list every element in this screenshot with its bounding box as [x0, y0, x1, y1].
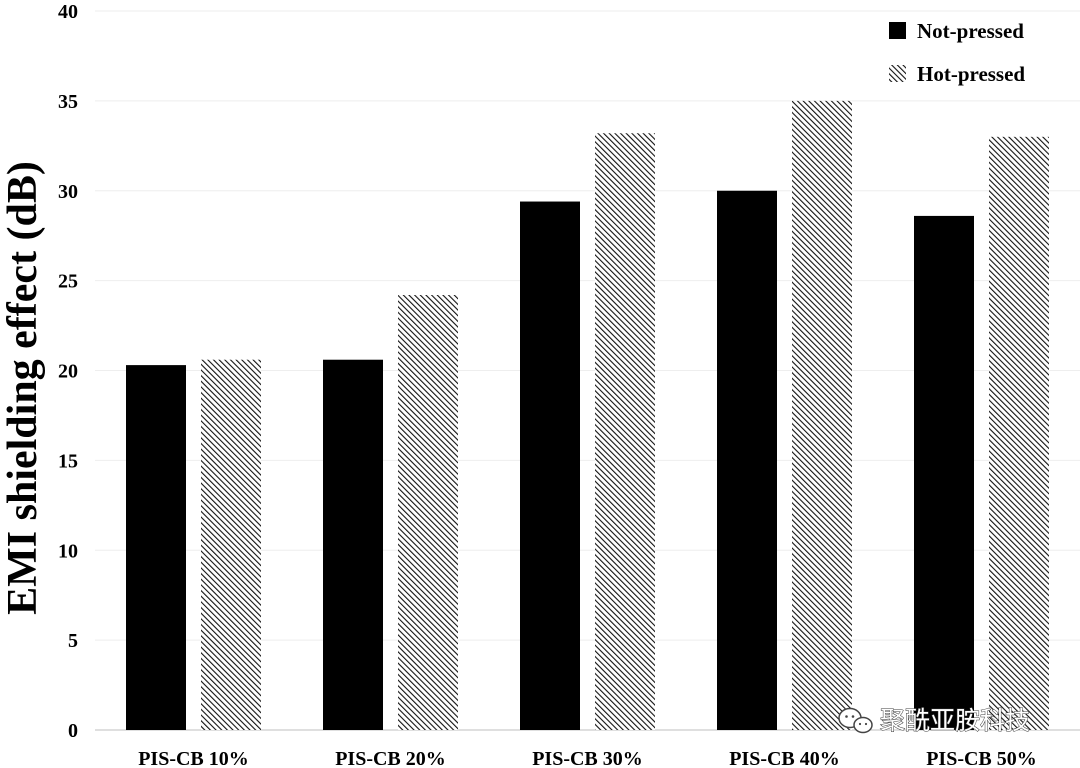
- x-tick-label: PIS-CB 30%: [532, 748, 643, 768]
- bar-hot-pressed: [792, 100, 852, 730]
- y-tick-labels: 0 5 10 15 20 25 30 35 40: [58, 1, 78, 742]
- bar-hot-pressed: [595, 133, 655, 731]
- legend-label: Hot-pressed: [917, 62, 1025, 86]
- y-tick-label: 25: [58, 271, 78, 293]
- x-tick-labels: PIS-CB 10% PIS-CB 20% PIS-CB 30% PIS-CB 40%…: [138, 748, 1037, 768]
- y-tick-label: 15: [58, 450, 78, 472]
- watermark-text: 聚酰亚胺科技: [880, 706, 1030, 735]
- y-tick-label: 10: [58, 540, 78, 562]
- bar-not-pressed: [126, 365, 186, 730]
- bar-not-pressed: [717, 190, 777, 730]
- x-tick-label: PIS-CB 40%: [729, 748, 840, 768]
- x-tick-label: PIS-CB 50%: [926, 748, 1037, 768]
- y-tick-label: 30: [58, 181, 78, 203]
- legend-label: Not-pressed: [917, 19, 1024, 43]
- y-tick-label: 35: [58, 91, 78, 113]
- x-tick-label: PIS-CB 20%: [335, 748, 446, 768]
- wechat-icon: [838, 707, 873, 734]
- bar-hot-pressed: [201, 359, 261, 730]
- legend-swatch: [889, 22, 906, 39]
- y-tick-label: 0: [68, 720, 78, 742]
- bar-hot-pressed: [398, 295, 458, 730]
- bar-not-pressed: [520, 201, 580, 730]
- y-tick-label: 5: [68, 630, 78, 652]
- watermark: 聚酰亚胺科技: [838, 706, 1031, 736]
- bar-hot-pressed: [989, 136, 1049, 730]
- y-tick-label: 20: [58, 361, 78, 383]
- bar-not-pressed: [914, 215, 974, 731]
- bars: [126, 100, 1049, 731]
- bar-not-pressed: [323, 359, 383, 730]
- x-tick-label: PIS-CB 10%: [138, 748, 249, 768]
- legend-swatch: [889, 65, 906, 82]
- legend: Not-pressed Hot-pressed: [889, 19, 1025, 86]
- y-axis-title: EMI shielding effect (dB): [0, 161, 46, 615]
- y-tick-label: 40: [58, 1, 78, 23]
